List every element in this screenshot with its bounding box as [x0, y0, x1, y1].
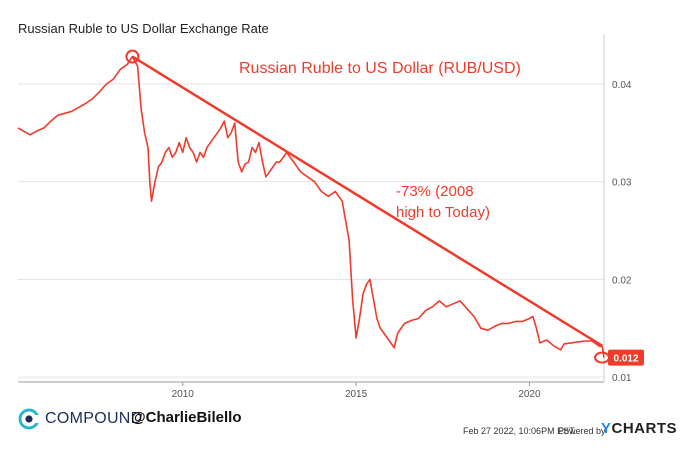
compound-logo-icon [18, 408, 40, 430]
high-marker-circle [125, 49, 140, 64]
y-tick-label: 0.03 [612, 178, 632, 189]
annotations: 0.012 Russian Ruble to US Dollar (RUB/USD… [125, 49, 644, 366]
x-tick-label: 2015 [345, 389, 368, 400]
axes: 0.01 0.02 0.03 0.04 2010 2015 2020 [18, 34, 632, 400]
x-tick-label: 2010 [172, 389, 195, 400]
ycharts-logo-text: CHARTS [611, 420, 678, 437]
y-tick-label: 0.01 [612, 373, 632, 384]
annotation-text-line: high to Today) [396, 204, 490, 221]
last-value-badge [608, 349, 644, 366]
compound-brand: COMPOUND [45, 410, 143, 427]
annotation-text-line: -73% (2008 [396, 183, 474, 200]
powered-by-label: Powered by [558, 426, 606, 436]
x-tick-label: 2020 [518, 389, 541, 400]
twitter-handle: @CharlieBilello [131, 409, 242, 426]
last-marker-circle [594, 351, 610, 364]
chart-title: Russian Ruble to US Dollar Exchange Rate [18, 21, 269, 36]
trendline [131, 55, 603, 347]
ycharts-logo-y: Y [601, 420, 612, 437]
annotation-title: Russian Ruble to US Dollar (RUB/USD) [239, 60, 521, 77]
grid [18, 83, 604, 378]
series [17, 55, 605, 358]
trendline-layer [131, 55, 603, 347]
footer: COMPOUND @CharlieBilello Feb 27 2022, 10… [0, 400, 690, 450]
series-line-0 [17, 55, 605, 358]
last-value-label: 0.012 [613, 354, 638, 365]
ycharts-logo: YCHARTS [601, 420, 677, 437]
timestamp: Feb 27 2022, 10:06PM EST. [463, 426, 577, 436]
y-tick-label: 0.04 [612, 80, 632, 91]
y-tick-label: 0.02 [612, 275, 632, 286]
